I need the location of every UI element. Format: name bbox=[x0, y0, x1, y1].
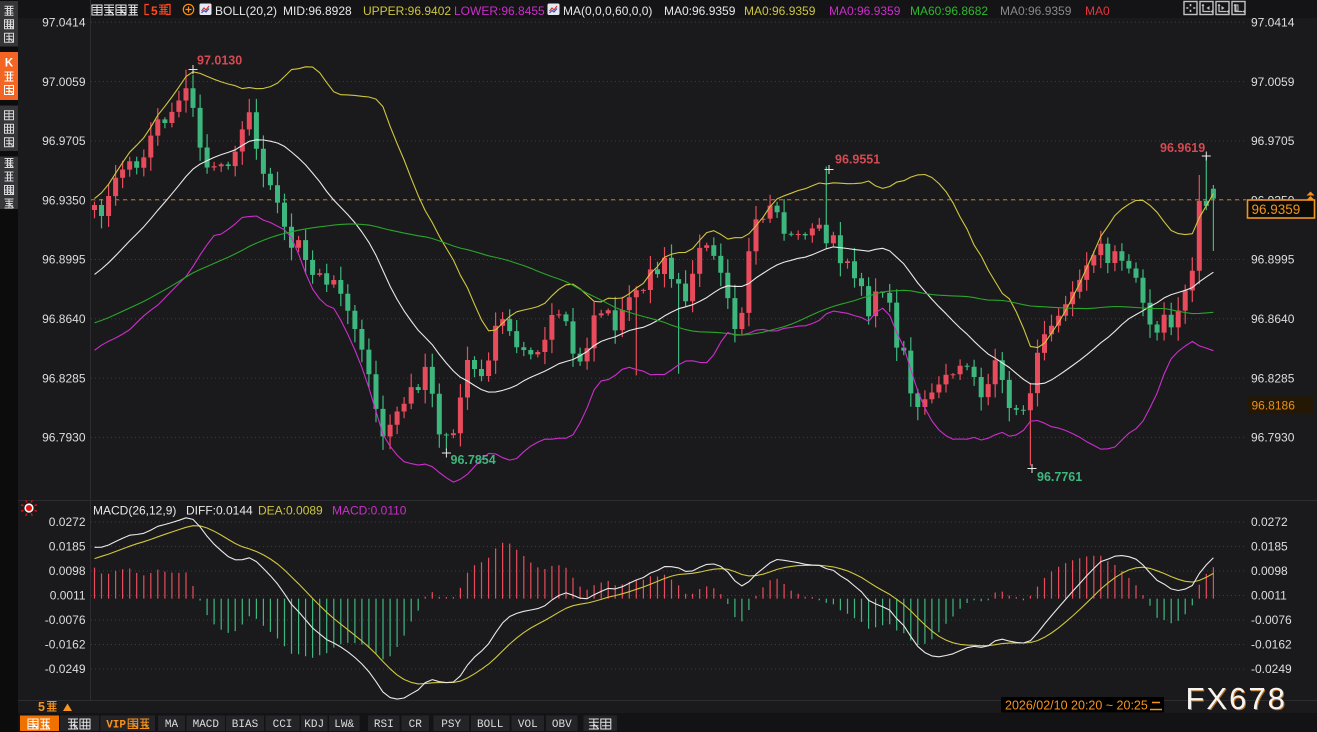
svg-text:96.8285: 96.8285 bbox=[1251, 371, 1295, 385]
svg-text:96.8640: 96.8640 bbox=[42, 312, 86, 326]
svg-text:OBV: OBV bbox=[552, 719, 572, 731]
svg-text:96.8186: 96.8186 bbox=[1252, 399, 1296, 413]
svg-text:FX678: FX678 bbox=[1187, 682, 1288, 717]
svg-text:2026/02/10 20:20 ~ 20:25: 2026/02/10 20:20 ~ 20:25 bbox=[1005, 699, 1148, 713]
svg-text:-0.0076: -0.0076 bbox=[45, 613, 86, 627]
svg-text:96.7761: 96.7761 bbox=[1037, 470, 1082, 484]
svg-text:VIP: VIP bbox=[106, 720, 126, 732]
svg-text:RSI: RSI bbox=[374, 719, 394, 731]
svg-text:MID:96.8928: MID:96.8928 bbox=[283, 4, 352, 18]
svg-text:96.8995: 96.8995 bbox=[1251, 253, 1295, 267]
svg-text:96.7930: 96.7930 bbox=[42, 431, 86, 445]
svg-text:LW&: LW& bbox=[334, 719, 354, 731]
svg-text:96.9551: 96.9551 bbox=[835, 153, 880, 167]
svg-text:96.9705: 96.9705 bbox=[42, 134, 86, 148]
svg-text:MA0:96.9359: MA0:96.9359 bbox=[744, 4, 816, 18]
svg-text:BIAS: BIAS bbox=[232, 719, 259, 731]
svg-text:-0.0076: -0.0076 bbox=[1251, 613, 1292, 627]
svg-text:5: 5 bbox=[38, 700, 45, 714]
svg-text:0.0011: 0.0011 bbox=[1251, 589, 1287, 603]
svg-text:MA0:96.9359: MA0:96.9359 bbox=[664, 4, 736, 18]
svg-text:0.0011: 0.0011 bbox=[50, 589, 86, 603]
svg-text:CCI: CCI bbox=[273, 719, 293, 731]
svg-text:PSY: PSY bbox=[441, 719, 461, 731]
svg-text:97.0130: 97.0130 bbox=[197, 54, 242, 68]
svg-text:MA0: MA0 bbox=[1085, 4, 1110, 18]
svg-text:0.0185: 0.0185 bbox=[1251, 540, 1288, 554]
svg-text:DIFF:0.0144: DIFF:0.0144 bbox=[186, 504, 253, 518]
svg-text:96.9359: 96.9359 bbox=[1252, 202, 1301, 217]
svg-text:MA0:96.9359: MA0:96.9359 bbox=[1000, 4, 1072, 18]
svg-text:96.9619: 96.9619 bbox=[1160, 141, 1205, 155]
svg-text:BOLL: BOLL bbox=[477, 719, 503, 731]
svg-text:97.0414: 97.0414 bbox=[1251, 16, 1295, 30]
svg-text:0.0185: 0.0185 bbox=[49, 540, 86, 554]
svg-text:MACD: MACD bbox=[193, 719, 220, 731]
svg-text:VOL: VOL bbox=[518, 719, 538, 731]
svg-text:-0.0249: -0.0249 bbox=[45, 662, 86, 676]
svg-text:CR: CR bbox=[409, 719, 423, 731]
svg-text:MA(0,0,0,60,0,0): MA(0,0,0,60,0,0) bbox=[563, 4, 652, 18]
svg-text:96.9350: 96.9350 bbox=[42, 193, 86, 207]
svg-text:5: 5 bbox=[151, 4, 158, 18]
svg-text:96.8995: 96.8995 bbox=[42, 253, 86, 267]
svg-text:FX678: FX678 bbox=[1186, 681, 1287, 716]
svg-text:K: K bbox=[5, 58, 14, 70]
svg-text:BOLL(20,2): BOLL(20,2) bbox=[215, 4, 277, 18]
svg-text:MACD:0.0110: MACD:0.0110 bbox=[332, 504, 407, 518]
svg-text:MA60:96.8682: MA60:96.8682 bbox=[910, 4, 988, 18]
svg-text:96.7854: 96.7854 bbox=[451, 453, 496, 467]
svg-text:96.9705: 96.9705 bbox=[1251, 134, 1295, 148]
svg-text:0.0272: 0.0272 bbox=[1251, 515, 1288, 529]
svg-text:0.0272: 0.0272 bbox=[49, 515, 86, 529]
svg-text:MA: MA bbox=[165, 719, 179, 731]
svg-text:0.0098: 0.0098 bbox=[1251, 564, 1288, 578]
svg-text:96.8640: 96.8640 bbox=[1251, 312, 1295, 326]
svg-text:UPPER:96.9402: UPPER:96.9402 bbox=[363, 4, 451, 18]
svg-text:96.7930: 96.7930 bbox=[1251, 431, 1295, 445]
svg-text:97.0414: 97.0414 bbox=[42, 16, 86, 30]
svg-text:-0.0162: -0.0162 bbox=[1251, 638, 1292, 652]
svg-text:LOWER:96.8455: LOWER:96.8455 bbox=[454, 4, 545, 18]
svg-text:0.0098: 0.0098 bbox=[49, 564, 86, 578]
svg-text:MA0:96.9359: MA0:96.9359 bbox=[829, 4, 901, 18]
svg-text:KDJ: KDJ bbox=[304, 719, 324, 731]
svg-text:DEA:0.0089: DEA:0.0089 bbox=[258, 504, 323, 518]
svg-text:96.8285: 96.8285 bbox=[42, 371, 86, 385]
svg-text:-0.0162: -0.0162 bbox=[45, 638, 86, 652]
svg-text:MACD(26,12,9): MACD(26,12,9) bbox=[93, 504, 176, 518]
svg-text:97.0059: 97.0059 bbox=[42, 75, 86, 89]
svg-text:97.0059: 97.0059 bbox=[1251, 75, 1295, 89]
svg-text:-0.0249: -0.0249 bbox=[1251, 662, 1292, 676]
